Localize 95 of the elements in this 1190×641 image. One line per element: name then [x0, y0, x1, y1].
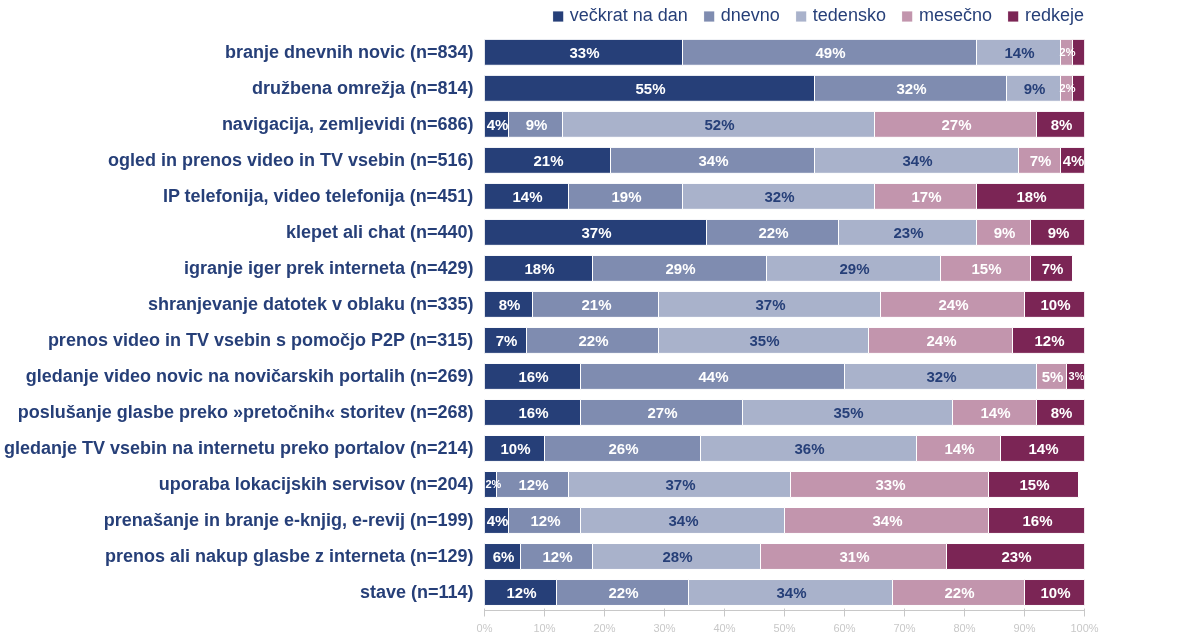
data-label: 7% — [495, 331, 518, 349]
y-tick-label: prenašanje in branje e-knjig, e-revij (n=199) — [103, 510, 474, 531]
data-label: 9% — [993, 223, 1016, 241]
data-label: 12% — [1034, 331, 1065, 349]
data-label: 14% — [980, 403, 1011, 421]
y-tick-label: stave (n=114) — [359, 582, 474, 603]
data-label: 34% — [776, 583, 807, 601]
data-label: 55% — [635, 79, 666, 97]
legend-label: redkeje — [1024, 5, 1084, 26]
y-tick-label: gledanje TV vsebin na internetu preko portalov (n=214) — [3, 438, 474, 459]
data-label: 6% — [492, 547, 515, 565]
data-label: 29% — [839, 259, 870, 277]
data-label: 24% — [926, 331, 957, 349]
data-label: 22% — [608, 583, 639, 601]
data-label: 17% — [911, 187, 942, 205]
data-label: 26% — [608, 439, 639, 457]
data-label: 18% — [1016, 187, 1047, 205]
data-label: 44% — [698, 367, 729, 385]
data-label: 34% — [698, 151, 729, 169]
data-label: 23% — [1001, 547, 1032, 565]
legend-label: mesečno — [918, 5, 992, 26]
y-tick-label: klepet ali chat (n=440) — [285, 222, 474, 243]
data-label: 18% — [524, 259, 555, 277]
data-label: 14% — [1004, 43, 1035, 61]
data-label: 32% — [896, 79, 927, 97]
y-tick-label: igranje iger prek interneta (n=429) — [183, 258, 474, 279]
data-label: 32% — [926, 367, 957, 385]
data-label: 8% — [1050, 115, 1073, 133]
y-tick-label: gledanje video novic na novičarskih portalih (n=269) — [25, 366, 474, 387]
data-label: 34% — [902, 151, 933, 169]
y-tick-label: IP telefonija, video telefonija (n=451) — [162, 186, 474, 207]
data-label: 14% — [944, 439, 975, 457]
data-label: 12% — [530, 511, 561, 529]
data-label: 10% — [1040, 583, 1071, 601]
data-label: 12% — [506, 583, 537, 601]
data-label: 36% — [794, 439, 825, 457]
y-tick-label: branje dnevnih novic (n=834) — [224, 42, 474, 63]
y-tick-label: uporaba lokacijskih servisov (n=204) — [158, 474, 474, 495]
data-label: 32% — [764, 187, 795, 205]
data-label: 14% — [1028, 439, 1059, 457]
data-label: 8% — [498, 295, 521, 313]
data-label: 27% — [647, 403, 678, 421]
data-label: 9% — [1047, 223, 1070, 241]
y-tick-label: ogled in prenos video in TV vsebin (n=516) — [107, 150, 474, 171]
data-label: 33% — [875, 475, 906, 493]
data-label: 29% — [665, 259, 696, 277]
data-label: 10% — [1040, 295, 1071, 313]
legend-label: večkrat na dan — [569, 5, 688, 26]
data-label: 49% — [815, 43, 846, 61]
data-label: 4% — [1062, 151, 1085, 169]
data-label: 21% — [533, 151, 564, 169]
data-label: 5% — [1041, 367, 1064, 385]
data-label: 22% — [578, 331, 609, 349]
data-label: 16% — [518, 403, 549, 421]
data-label: 35% — [749, 331, 780, 349]
data-label: 10% — [500, 439, 531, 457]
data-label: 16% — [518, 367, 549, 385]
data-label: 28% — [662, 547, 693, 565]
data-label: 34% — [872, 511, 903, 529]
data-label: 7% — [1041, 259, 1064, 277]
data-label: 37% — [665, 475, 696, 493]
data-label: 21% — [581, 295, 612, 313]
data-label: 22% — [758, 223, 789, 241]
data-label: 4% — [486, 115, 509, 133]
data-label: 15% — [1019, 475, 1050, 493]
data-label: 14% — [512, 187, 543, 205]
data-label: 22% — [944, 583, 975, 601]
data-label: 9% — [525, 115, 548, 133]
data-label: 8% — [1050, 403, 1073, 421]
data-label: 4% — [486, 511, 509, 529]
y-tick-label: navigacija, zemljevidi (n=686) — [221, 114, 474, 135]
y-tick-label: poslušanje glasbe preko »pretočnih« storitev (n=268) — [17, 402, 474, 423]
data-label: 24% — [938, 295, 969, 313]
y-tick-label: shranjevanje datotek v oblaku (n=335) — [147, 294, 474, 315]
data-label: 33% — [569, 43, 600, 61]
y-tick-label: prenos ali nakup glasbe z interneta (n=129) — [104, 546, 474, 567]
data-label: 34% — [668, 511, 699, 529]
data-label: 52% — [704, 115, 735, 133]
data-label: 35% — [833, 403, 864, 421]
data-label: 37% — [581, 223, 612, 241]
data-label: 37% — [755, 295, 786, 313]
data-label: 23% — [893, 223, 924, 241]
data-label: 16% — [1022, 511, 1053, 529]
data-label: 7% — [1029, 151, 1052, 169]
data-label: 31% — [839, 547, 870, 565]
data-label: 15% — [971, 259, 1002, 277]
data-label: 9% — [1023, 79, 1046, 97]
y-tick-label: družbena omrežja (n=814) — [251, 78, 474, 99]
legend-label: tedensko — [812, 5, 886, 26]
data-label: 12% — [542, 547, 573, 565]
data-label: 12% — [518, 475, 549, 493]
data-label: 27% — [941, 115, 972, 133]
legend-label: dnevno — [720, 5, 780, 26]
y-tick-label: prenos video in TV vsebin s pomočjo P2P (n=315) — [47, 330, 474, 351]
data-label: 19% — [611, 187, 642, 205]
